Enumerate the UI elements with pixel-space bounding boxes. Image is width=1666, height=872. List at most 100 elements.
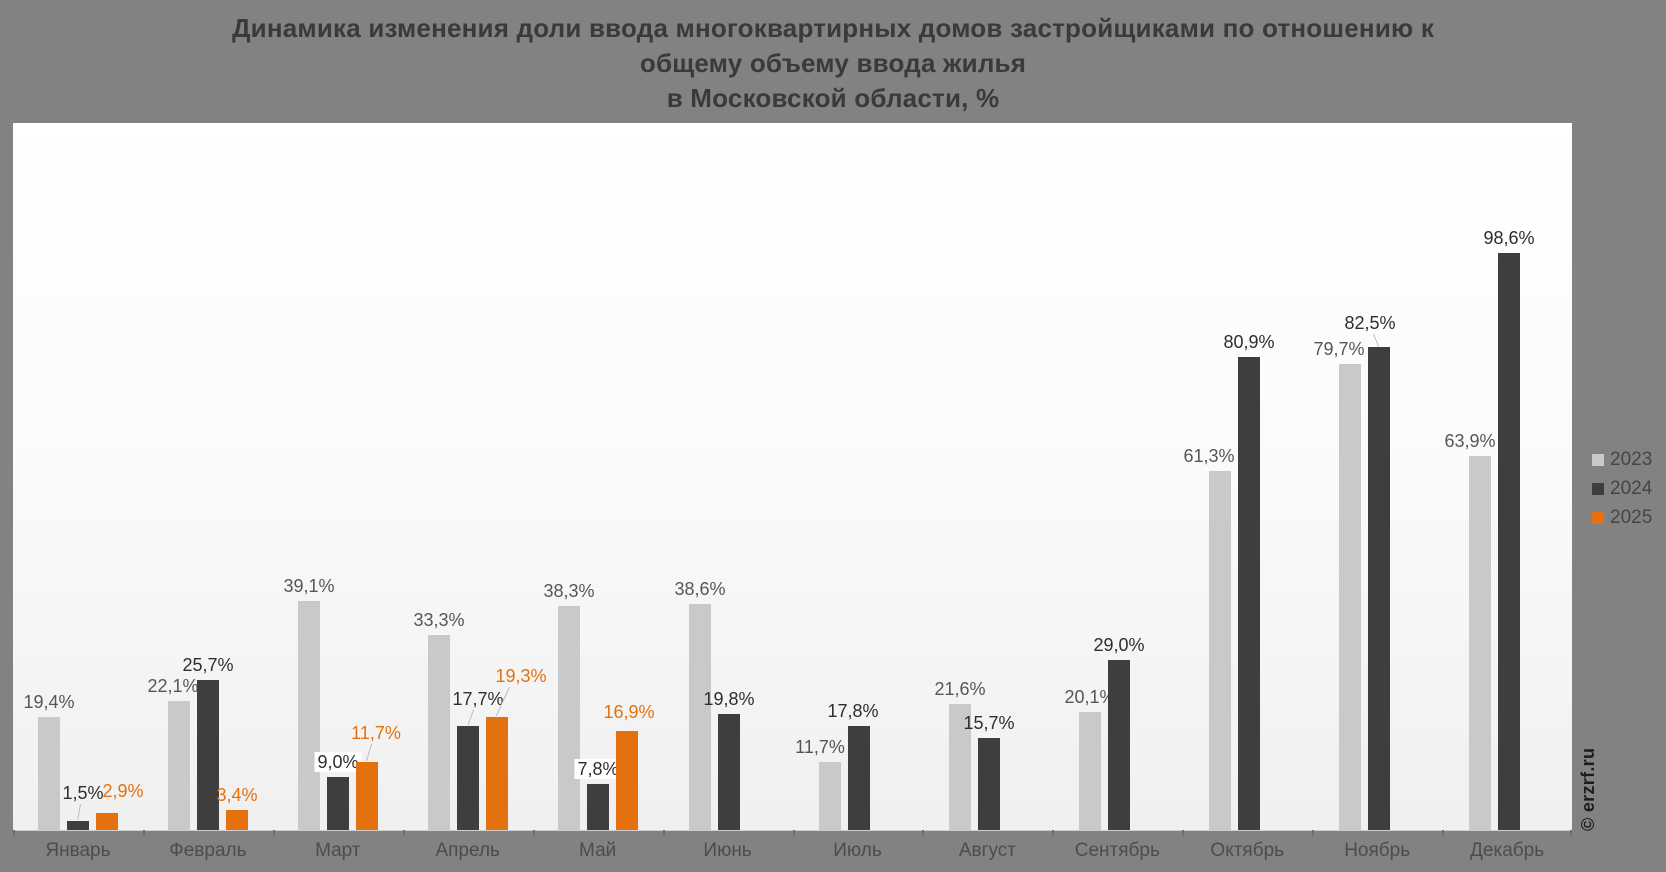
bar-2023-Июнь (689, 604, 711, 830)
bar-2023-Июль (819, 762, 841, 830)
value-label-2023-Апрель: 33,3% (413, 610, 465, 630)
label-leader-line (366, 743, 372, 761)
bar-2023-Май (558, 606, 580, 830)
value-label-2024-Апрель: 17,7% (452, 689, 504, 709)
x-axis-label-Май: Май (579, 840, 617, 861)
label-leader-line (77, 803, 81, 820)
x-axis-label-Август: Август (958, 840, 1016, 861)
value-label-2024-Март: 9,0% (314, 752, 362, 772)
x-axis-label-Октябрь: Октябрь (1210, 840, 1285, 861)
bar-2024-Июнь (718, 714, 740, 830)
bar-2024-Октябрь (1238, 357, 1260, 830)
value-label-2023-Декабрь: 63,9% (1444, 431, 1496, 451)
value-label-2023-Февраль: 22,1% (147, 676, 199, 696)
value-label-2023-Март: 39,1% (283, 576, 335, 596)
x-axis-label-Сентябрь: Сентябрь (1074, 840, 1160, 861)
value-label-2023-Июнь: 38,6% (674, 579, 726, 599)
bar-2023-Февраль (168, 701, 190, 830)
x-axis-label-Ноябрь: Ноябрь (1344, 840, 1411, 861)
value-label-2024-Январь: 1,5% (62, 783, 104, 803)
legend-item-2025: 2025 (1592, 508, 1652, 528)
x-axis-label-Март: Март (315, 840, 361, 861)
value-label-2025-Февраль: 3,4% (216, 785, 258, 805)
x-axis-tick (273, 830, 275, 836)
value-label-2024-Октябрь: 80,9% (1223, 332, 1275, 352)
bar-2024-Ноябрь (1368, 347, 1390, 830)
x-axis-tick (793, 830, 795, 836)
x-axis-label-Июнь: Июнь (703, 840, 752, 861)
chart-title-line-2: общему объему ввода жилья (639, 48, 1027, 78)
bar-2023-Август (949, 704, 971, 830)
value-label-2023-Август: 21,6% (934, 679, 986, 699)
bar-2023-Октябрь (1209, 471, 1231, 830)
chart-plot-area: 19,4% 1,5% 2,9% 22,1% 25,7% 3,4% 39,1% 9,0% 11,7… (13, 123, 1572, 831)
chart-title-line-3: в Московской области, % (666, 83, 1000, 113)
bar-2024-Май (587, 784, 609, 830)
bar-2025-Январь (96, 813, 118, 830)
legend-label-2024: 2024 (1610, 478, 1653, 499)
value-label-2025-Май: 16,9% (603, 702, 655, 722)
x-axis-tick (13, 830, 15, 836)
legend: 2023 2024 2025 (1592, 450, 1652, 537)
value-label-2023-Сентябрь: 20,1% (1064, 687, 1116, 707)
legend-item-2024: 2024 (1592, 479, 1652, 499)
value-label-2024-Июль: 17,8% (827, 701, 879, 721)
bar-2024-Август (978, 738, 1000, 830)
x-axis-tick (1442, 830, 1444, 836)
bar-2023-Ноябрь (1339, 364, 1361, 830)
legend-label-2025: 2025 (1610, 507, 1653, 528)
x-axis-label-Февраль: Февраль (169, 840, 247, 861)
bar-2023-Сентябрь (1079, 712, 1101, 830)
bar-2024-Декабрь (1498, 253, 1520, 830)
x-axis-label-Декабрь: Декабрь (1470, 840, 1545, 861)
legend-swatch-2023-icon (1592, 454, 1604, 466)
bar-2024-Март (327, 777, 349, 830)
legend-label-2023: 2023 (1610, 449, 1653, 470)
value-label-2023-Январь: 19,4% (23, 692, 75, 712)
value-label-2023-Октябрь: 61,3% (1183, 446, 1235, 466)
x-axis-tick (1312, 830, 1314, 836)
legend-swatch-2025-icon (1592, 512, 1604, 524)
value-label-2024-Сентябрь: 29,0% (1093, 635, 1145, 655)
value-label-2025-Январь: 2,9% (102, 781, 144, 801)
bar-2025-Апрель (486, 717, 508, 830)
chart-title: Динамика изменения доли ввода многокварт… (0, 0, 1666, 116)
x-axis-tick (1182, 830, 1184, 836)
bar-2023-Январь (38, 717, 60, 830)
x-axis-label-Апрель: Апрель (435, 840, 500, 861)
x-axis-tick (143, 830, 145, 836)
x-axis-tick (1570, 830, 1572, 836)
bar-2023-Март (298, 601, 320, 830)
value-label-2024-Декабрь: 98,6% (1483, 228, 1535, 248)
x-axis-tick (922, 830, 924, 836)
watermark-copyright: © erzrf.ru (1578, 747, 1598, 831)
x-axis-tick (1052, 830, 1054, 836)
x-axis-tick (403, 830, 405, 836)
value-label-2025-Март: 11,7% (351, 723, 401, 743)
value-label-2023-Июль: 11,7% (795, 737, 845, 757)
label-leader-line (467, 709, 474, 725)
value-label-2024-Май: 7,8% (574, 759, 622, 779)
value-label-2024-Ноябрь: 82,5% (1344, 313, 1396, 333)
bar-2024-Апрель (457, 726, 479, 830)
bar-2025-Май (616, 731, 638, 830)
bar-2024-Июль (848, 726, 870, 830)
x-axis-label-Июль: Июль (833, 840, 882, 861)
bar-2024-Сентябрь (1108, 660, 1130, 830)
bar-2025-Февраль (226, 810, 248, 830)
value-label-2023-Ноябрь: 79,7% (1313, 339, 1365, 359)
value-label-2024-Февраль: 25,7% (182, 655, 234, 675)
legend-swatch-2024-icon (1592, 483, 1604, 495)
chart-title-line-1: Динамика изменения доли ввода многокварт… (231, 13, 1435, 43)
x-axis-label-Январь: Январь (45, 840, 111, 861)
value-label-2024-Август: 15,7% (963, 713, 1015, 733)
x-axis-labels: Январь Февраль Март Апрель Май Июнь Июль Август… (13, 839, 1572, 865)
x-axis-ticks (13, 830, 1573, 838)
x-axis-tick (533, 830, 535, 836)
bar-2023-Декабрь (1469, 456, 1491, 830)
value-label-2024-Июнь: 19,8% (703, 689, 755, 709)
value-label-2025-Апрель: 19,3% (495, 666, 547, 686)
bar-2023-Апрель (428, 635, 450, 830)
legend-item-2023: 2023 (1592, 450, 1652, 470)
